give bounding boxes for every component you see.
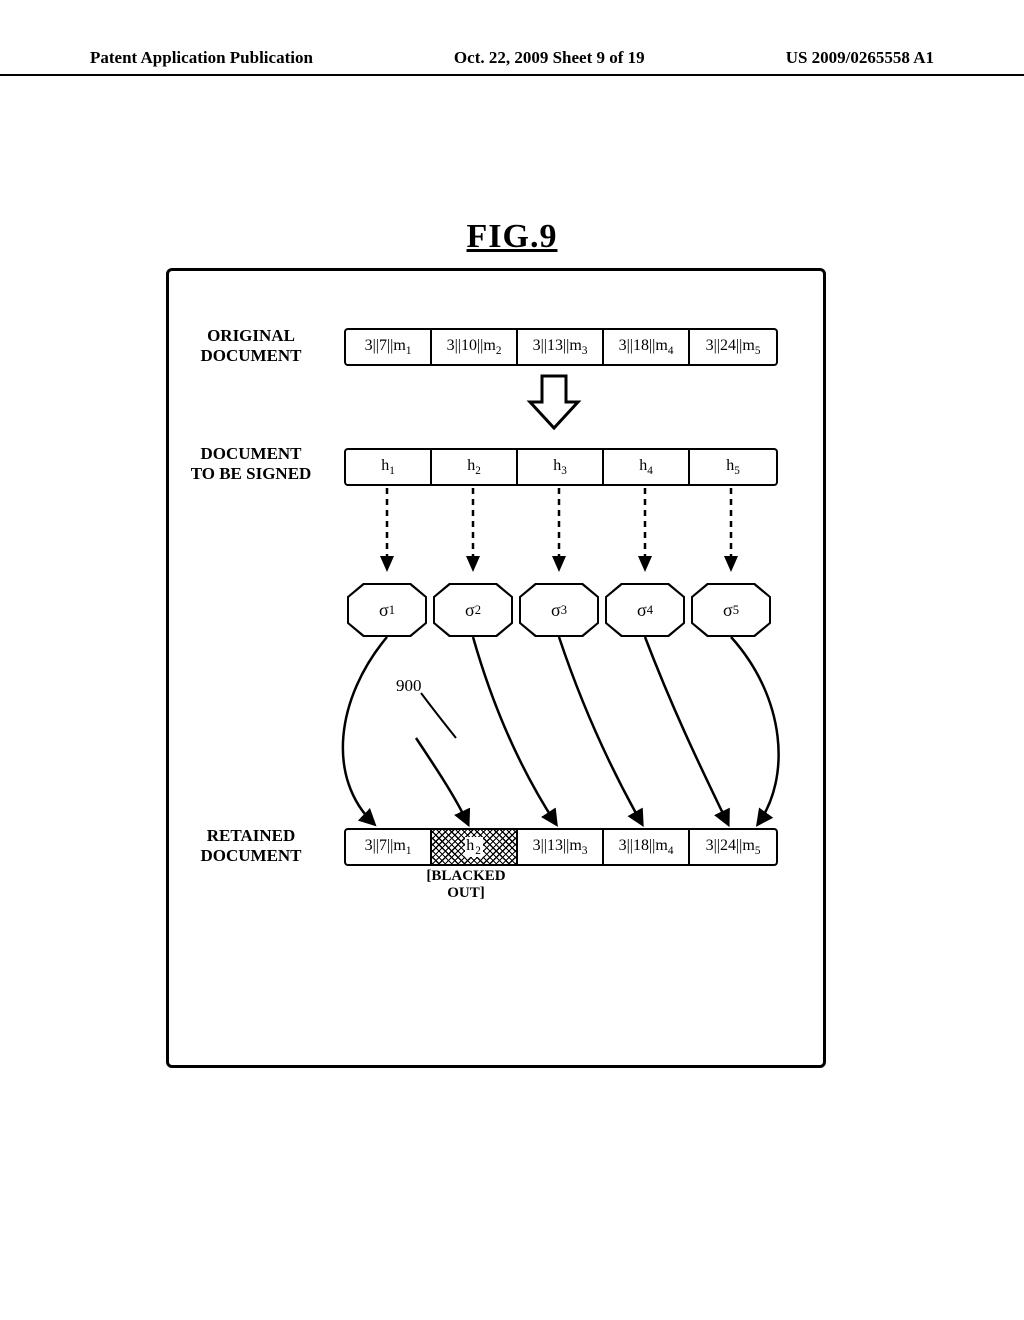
signature-octagon: σ5 [691,583,771,637]
cell: 3||13||m3 [518,330,604,364]
row-retained-document: 3||7||m1h23||13||m33||18||m43||24||m5 [344,828,778,866]
cell: 3||13||m3 [518,830,604,864]
cell: h2 [432,830,518,864]
header-left: Patent Application Publication [90,48,313,68]
signature-octagon: σ1 [347,583,427,637]
hash-to-sigma-arrow-icon [547,486,571,576]
label-retained-document: RETAINED DOCUMENT [186,826,316,867]
reference-number-900: 900 [396,676,422,696]
signature-octagon: σ2 [433,583,513,637]
signature-octagon: σ3 [519,583,599,637]
signature-octagon: σ4 [605,583,685,637]
row-signatures: σ1σ2σ3σ4σ5 [347,583,771,637]
sigma-to-retained-arrows [166,268,826,1068]
hash-to-sigma-arrow-icon [375,486,399,576]
hash-to-sigma-arrow-icon [633,486,657,576]
label-document-to-be-signed: DOCUMENT TO BE SIGNED [186,444,316,485]
cell: h3 [518,450,604,484]
cell: 3||7||m1 [346,330,432,364]
page-header: Patent Application Publication Oct. 22, … [0,48,1024,76]
row-document-to-be-signed: h1h2h3h4h5 [344,448,778,486]
cell: 3||18||m4 [604,830,690,864]
cell: h1 [346,450,432,484]
diagram: ORIGINAL DOCUMENT DOCUMENT TO BE SIGNED … [166,268,826,1068]
cell: 3||7||m1 [346,830,432,864]
label-original-document: ORIGINAL DOCUMENT [186,326,316,367]
cell: h2 [432,450,518,484]
big-down-arrow-icon [524,372,584,434]
cell: 3||10||m2 [432,330,518,364]
header-center: Oct. 22, 2009 Sheet 9 of 19 [454,48,645,68]
cell: h4 [604,450,690,484]
header-right: US 2009/0265558 A1 [786,48,934,68]
cell: 3||24||m5 [690,330,776,364]
label-blacked-out: [BLACKED OUT] [416,868,516,901]
cell: 3||18||m4 [604,330,690,364]
figure-title: FIG.9 [0,218,1024,256]
hash-to-sigma-arrow-icon [461,486,485,576]
cell: h5 [690,450,776,484]
page: Patent Application Publication Oct. 22, … [0,0,1024,1320]
row-original-document: 3||7||m13||10||m23||13||m33||18||m43||24… [344,328,778,366]
hash-to-sigma-arrow-icon [719,486,743,576]
cell: 3||24||m5 [690,830,776,864]
